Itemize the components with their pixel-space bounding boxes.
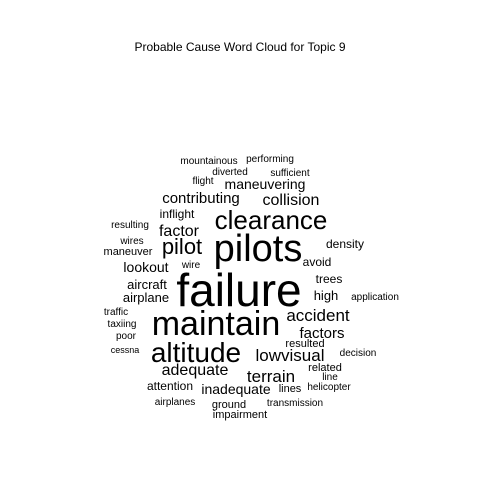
word-ground: ground: [212, 399, 246, 411]
word-density: density: [326, 237, 364, 251]
word-decision: decision: [340, 348, 377, 359]
word-contributing: contributing: [162, 190, 240, 207]
word-terrain: terrain: [247, 367, 295, 386]
word-traffic: traffic: [104, 307, 128, 318]
word-wires: wires: [119, 236, 143, 247]
word-inflight: inflight: [160, 207, 195, 221]
word-taxiing: taxiing: [108, 319, 137, 330]
word-airplanes: airplanes: [155, 397, 196, 408]
word-accident: accident: [286, 306, 350, 325]
word-resulting: resulting: [111, 220, 149, 231]
word-clearance: clearance: [215, 205, 328, 235]
word-maneuvering: maneuvering: [225, 176, 306, 192]
word-mountainous: mountainous: [180, 156, 237, 167]
word-helicopter: helicopter: [307, 382, 351, 393]
word-maneuver: maneuver: [104, 246, 153, 258]
word-line: line: [322, 372, 338, 383]
word-inadequate: inadequate: [201, 381, 271, 397]
word-factors: factors: [299, 325, 344, 342]
word-failure: failure: [176, 264, 301, 316]
word-lowvisual: lowvisual: [256, 346, 325, 365]
word-wire: wire: [181, 260, 201, 271]
word-airplane: airplane: [123, 290, 169, 305]
word-collision: collision: [263, 192, 320, 209]
word-maintain: maintain: [152, 305, 281, 343]
word-attention: attention: [147, 379, 193, 393]
word-lines: lines: [279, 383, 302, 395]
word-cessna: cessna: [111, 345, 140, 355]
word-poor: poor: [116, 331, 137, 342]
word-altitude: altitude: [151, 337, 241, 368]
word-related: related: [308, 362, 342, 374]
word-application: application: [351, 292, 399, 303]
word-high: high: [314, 288, 339, 303]
word-transmission: transmission: [267, 398, 323, 409]
word-resulted: resulted: [285, 338, 324, 350]
word-diverted: diverted: [212, 167, 248, 178]
word-sufficient: sufficient: [270, 168, 310, 179]
word-flight: flight: [192, 176, 213, 187]
chart-title: Probable Cause Word Cloud for Topic 9: [134, 40, 346, 54]
word-performing: performing: [246, 154, 294, 165]
word-factor: factor: [159, 223, 200, 240]
word-pilots: pilots: [214, 228, 303, 270]
word-aircraft: aircraft: [127, 277, 167, 292]
word-pilot: pilot: [162, 234, 202, 259]
word-trees: trees: [316, 272, 343, 286]
word-avoid: avoid: [303, 255, 332, 269]
word-lookout: lookout: [123, 259, 168, 275]
word-impairment: impairment: [213, 409, 267, 421]
word-adequate: adequate: [162, 362, 229, 379]
